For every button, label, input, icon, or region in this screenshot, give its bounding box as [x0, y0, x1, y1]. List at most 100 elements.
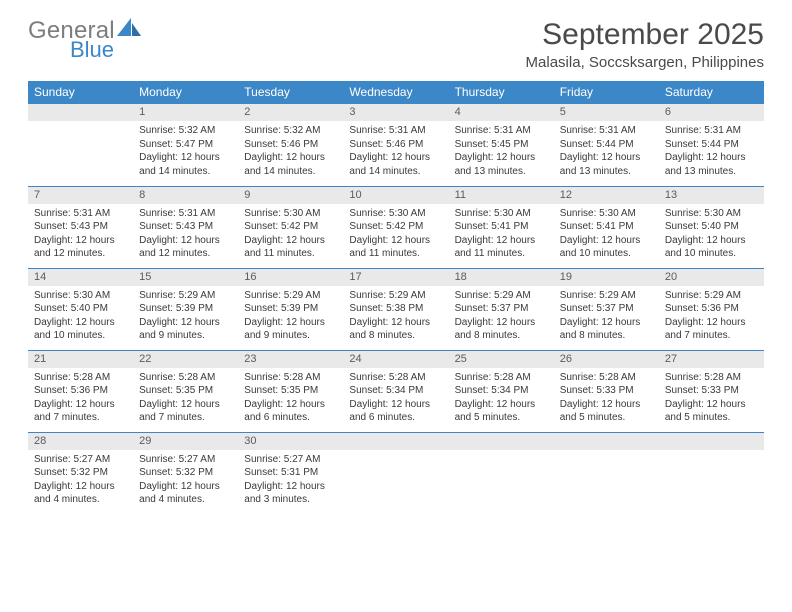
day-details: Sunrise: 5:28 AMSunset: 5:33 PMDaylight:… — [554, 368, 659, 429]
sunrise-text: Sunrise: 5:29 AM — [349, 289, 442, 303]
calendar-day-cell: 28Sunrise: 5:27 AMSunset: 5:32 PMDayligh… — [28, 432, 133, 514]
sunset-text: Sunset: 5:36 PM — [34, 384, 127, 398]
sunrise-text: Sunrise: 5:28 AM — [665, 371, 758, 385]
weekday-header: Tuesday — [238, 81, 343, 104]
sunset-text: Sunset: 5:34 PM — [349, 384, 442, 398]
daylight-text: Daylight: 12 hours and 8 minutes. — [349, 316, 442, 343]
day-details: Sunrise: 5:31 AMSunset: 5:44 PMDaylight:… — [554, 121, 659, 182]
day-details — [28, 121, 133, 128]
calendar-day-cell: 12Sunrise: 5:30 AMSunset: 5:41 PMDayligh… — [554, 186, 659, 268]
calendar-day-cell: 10Sunrise: 5:30 AMSunset: 5:42 PMDayligh… — [343, 186, 448, 268]
sunset-text: Sunset: 5:47 PM — [139, 138, 232, 152]
day-number: 23 — [238, 351, 343, 368]
month-title: September 2025 — [526, 18, 764, 52]
day-number: 14 — [28, 269, 133, 286]
weekday-header: Sunday — [28, 81, 133, 104]
daylight-text: Daylight: 12 hours and 9 minutes. — [139, 316, 232, 343]
weekday-header: Wednesday — [343, 81, 448, 104]
calendar-day-cell: 15Sunrise: 5:29 AMSunset: 5:39 PMDayligh… — [133, 268, 238, 350]
daylight-text: Daylight: 12 hours and 8 minutes. — [560, 316, 653, 343]
day-details: Sunrise: 5:29 AMSunset: 5:39 PMDaylight:… — [133, 286, 238, 347]
sunrise-text: Sunrise: 5:31 AM — [349, 124, 442, 138]
sunset-text: Sunset: 5:46 PM — [244, 138, 337, 152]
weekday-header: Thursday — [449, 81, 554, 104]
calendar-day-cell: 6Sunrise: 5:31 AMSunset: 5:44 PMDaylight… — [659, 104, 764, 186]
weekday-header: Monday — [133, 81, 238, 104]
sunrise-text: Sunrise: 5:30 AM — [560, 207, 653, 221]
daylight-text: Daylight: 12 hours and 14 minutes. — [244, 151, 337, 178]
sunset-text: Sunset: 5:40 PM — [34, 302, 127, 316]
day-number: 4 — [449, 104, 554, 121]
day-details: Sunrise: 5:31 AMSunset: 5:45 PMDaylight:… — [449, 121, 554, 182]
day-details: Sunrise: 5:30 AMSunset: 5:40 PMDaylight:… — [659, 204, 764, 265]
sunset-text: Sunset: 5:45 PM — [455, 138, 548, 152]
sunset-text: Sunset: 5:33 PM — [665, 384, 758, 398]
day-number: 30 — [238, 433, 343, 450]
daylight-text: Daylight: 12 hours and 12 minutes. — [139, 234, 232, 261]
calendar-day-cell: 3Sunrise: 5:31 AMSunset: 5:46 PMDaylight… — [343, 104, 448, 186]
day-details: Sunrise: 5:27 AMSunset: 5:31 PMDaylight:… — [238, 450, 343, 511]
daylight-text: Daylight: 12 hours and 9 minutes. — [244, 316, 337, 343]
sunrise-text: Sunrise: 5:30 AM — [349, 207, 442, 221]
day-details: Sunrise: 5:27 AMSunset: 5:32 PMDaylight:… — [28, 450, 133, 511]
sunset-text: Sunset: 5:35 PM — [244, 384, 337, 398]
day-details: Sunrise: 5:28 AMSunset: 5:35 PMDaylight:… — [238, 368, 343, 429]
calendar-day-cell: 5Sunrise: 5:31 AMSunset: 5:44 PMDaylight… — [554, 104, 659, 186]
day-number: 7 — [28, 187, 133, 204]
day-details: Sunrise: 5:29 AMSunset: 5:37 PMDaylight:… — [449, 286, 554, 347]
sunset-text: Sunset: 5:37 PM — [455, 302, 548, 316]
day-number: 27 — [659, 351, 764, 368]
sunset-text: Sunset: 5:31 PM — [244, 466, 337, 480]
sunrise-text: Sunrise: 5:30 AM — [665, 207, 758, 221]
sunset-text: Sunset: 5:32 PM — [139, 466, 232, 480]
sunrise-text: Sunrise: 5:29 AM — [139, 289, 232, 303]
calendar-day-cell — [554, 432, 659, 514]
daylight-text: Daylight: 12 hours and 14 minutes. — [349, 151, 442, 178]
sunset-text: Sunset: 5:43 PM — [34, 220, 127, 234]
calendar-day-cell: 19Sunrise: 5:29 AMSunset: 5:37 PMDayligh… — [554, 268, 659, 350]
calendar-day-cell: 25Sunrise: 5:28 AMSunset: 5:34 PMDayligh… — [449, 350, 554, 432]
day-details: Sunrise: 5:29 AMSunset: 5:37 PMDaylight:… — [554, 286, 659, 347]
daylight-text: Daylight: 12 hours and 5 minutes. — [665, 398, 758, 425]
header: General Blue September 2025 Malasila, So… — [28, 18, 764, 71]
daylight-text: Daylight: 12 hours and 7 minutes. — [665, 316, 758, 343]
sunset-text: Sunset: 5:40 PM — [665, 220, 758, 234]
day-number: 8 — [133, 187, 238, 204]
day-number: 20 — [659, 269, 764, 286]
daylight-text: Daylight: 12 hours and 4 minutes. — [34, 480, 127, 507]
sunset-text: Sunset: 5:46 PM — [349, 138, 442, 152]
sunrise-text: Sunrise: 5:29 AM — [244, 289, 337, 303]
location-text: Malasila, Soccsksargen, Philippines — [526, 54, 764, 71]
calendar-day-cell — [659, 432, 764, 514]
sunset-text: Sunset: 5:33 PM — [560, 384, 653, 398]
weekday-header: Saturday — [659, 81, 764, 104]
brand-logo: General Blue — [28, 18, 143, 61]
sunrise-text: Sunrise: 5:27 AM — [34, 453, 127, 467]
calendar-day-cell: 11Sunrise: 5:30 AMSunset: 5:41 PMDayligh… — [449, 186, 554, 268]
sunrise-text: Sunrise: 5:32 AM — [244, 124, 337, 138]
day-details: Sunrise: 5:29 AMSunset: 5:36 PMDaylight:… — [659, 286, 764, 347]
day-number: 15 — [133, 269, 238, 286]
weekday-header: Friday — [554, 81, 659, 104]
sunset-text: Sunset: 5:44 PM — [665, 138, 758, 152]
calendar-day-cell — [449, 432, 554, 514]
calendar-day-cell: 18Sunrise: 5:29 AMSunset: 5:37 PMDayligh… — [449, 268, 554, 350]
logo-text-blue: Blue — [70, 39, 143, 61]
sunrise-text: Sunrise: 5:27 AM — [139, 453, 232, 467]
day-details: Sunrise: 5:28 AMSunset: 5:33 PMDaylight:… — [659, 368, 764, 429]
calendar-day-cell: 26Sunrise: 5:28 AMSunset: 5:33 PMDayligh… — [554, 350, 659, 432]
day-details: Sunrise: 5:31 AMSunset: 5:43 PMDaylight:… — [28, 204, 133, 265]
calendar-day-cell: 7Sunrise: 5:31 AMSunset: 5:43 PMDaylight… — [28, 186, 133, 268]
day-number: 12 — [554, 187, 659, 204]
day-number: 16 — [238, 269, 343, 286]
day-number: 24 — [343, 351, 448, 368]
daylight-text: Daylight: 12 hours and 6 minutes. — [244, 398, 337, 425]
day-number: 25 — [449, 351, 554, 368]
sunrise-text: Sunrise: 5:29 AM — [455, 289, 548, 303]
daylight-text: Daylight: 12 hours and 7 minutes. — [34, 398, 127, 425]
sunrise-text: Sunrise: 5:29 AM — [560, 289, 653, 303]
sunrise-text: Sunrise: 5:31 AM — [560, 124, 653, 138]
daylight-text: Daylight: 12 hours and 13 minutes. — [560, 151, 653, 178]
calendar-day-cell: 30Sunrise: 5:27 AMSunset: 5:31 PMDayligh… — [238, 432, 343, 514]
day-details: Sunrise: 5:27 AMSunset: 5:32 PMDaylight:… — [133, 450, 238, 511]
